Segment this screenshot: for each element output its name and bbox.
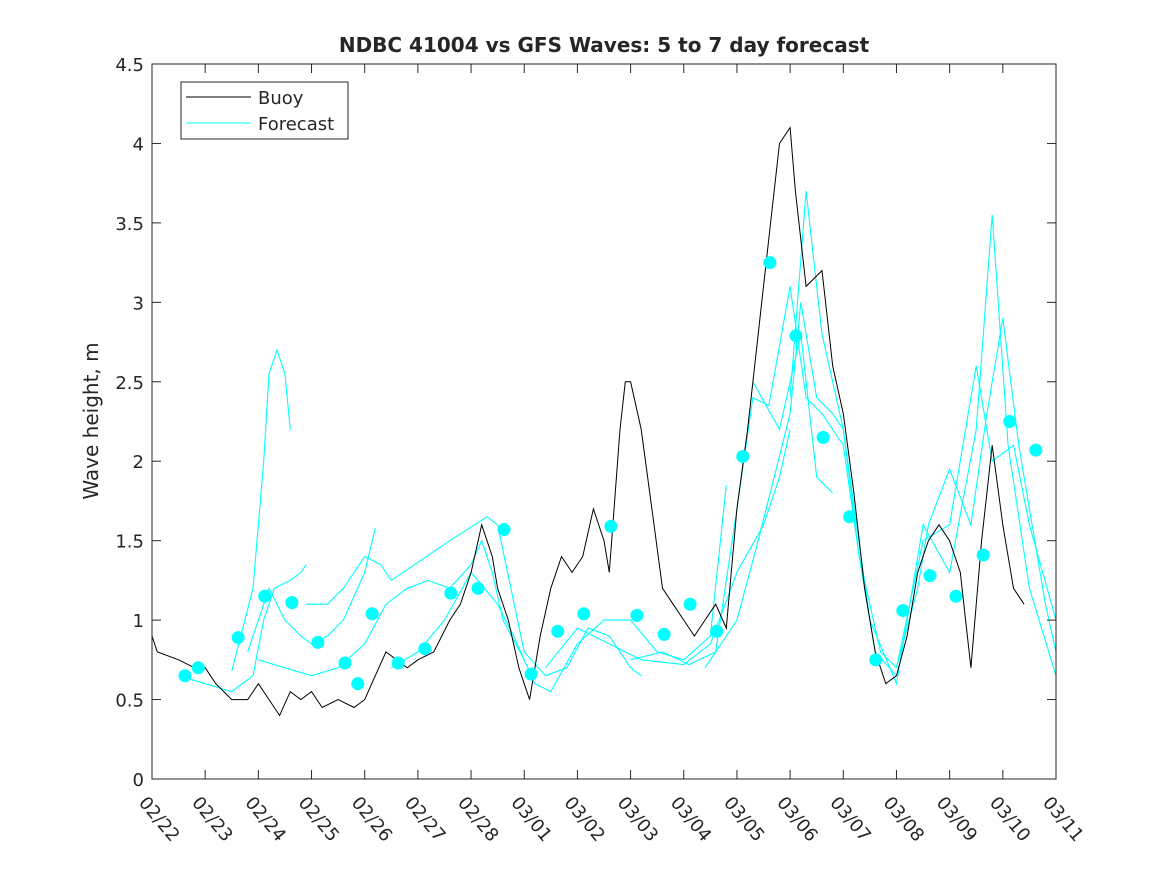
forecast-point xyxy=(418,642,432,656)
forecast-point xyxy=(191,661,205,675)
x-tick-label: 03/07 xyxy=(825,793,874,846)
y-tick-label: 0.5 xyxy=(115,691,144,712)
forecast-point xyxy=(311,635,325,649)
x-tick-label: 02/27 xyxy=(400,793,449,846)
forecast-point xyxy=(338,656,352,670)
forecast-run-line xyxy=(247,527,376,653)
y-tick-label: 2 xyxy=(133,452,144,473)
forecast-point xyxy=(710,624,724,638)
forecast-run-line xyxy=(545,429,791,669)
forecast-run-line xyxy=(178,564,307,693)
legend-box xyxy=(180,81,349,140)
forecast-point xyxy=(736,449,750,463)
forecast-point xyxy=(577,607,591,621)
x-tick-label: 03/01 xyxy=(506,793,555,846)
x-tick-label: 03/02 xyxy=(560,793,609,846)
chart-title: NDBC 41004 vs GFS Waves: 5 to 7 day fore… xyxy=(339,33,870,57)
forecast-point xyxy=(471,581,485,595)
legend-buoy-label: Buoy xyxy=(258,88,304,109)
forecast-point xyxy=(683,597,697,611)
legend-forecast-label: Forecast xyxy=(258,114,334,135)
forecast-point xyxy=(789,329,803,343)
y-tick-label: 2.5 xyxy=(115,373,144,394)
y-tick-label: 3.5 xyxy=(115,214,144,235)
forecast-point xyxy=(1029,443,1043,457)
x-tick-label: 03/08 xyxy=(879,793,928,846)
x-tick-label: 02/24 xyxy=(241,793,290,846)
forecast-point xyxy=(285,596,299,610)
y-tick-label: 3 xyxy=(133,293,144,314)
forecast-point xyxy=(630,608,644,622)
x-tick-label: 02/22 xyxy=(134,793,183,846)
forecast-point xyxy=(816,430,830,444)
forecast-point xyxy=(258,589,272,603)
forecast-point xyxy=(231,631,245,645)
y-tick-label: 4 xyxy=(133,134,144,155)
forecast-point xyxy=(949,589,963,603)
forecast-run-line xyxy=(789,191,1057,686)
y-axis-label: Wave height, m xyxy=(79,342,103,499)
forecast-point xyxy=(444,586,458,600)
x-tick-label: 02/23 xyxy=(187,793,236,846)
y-tick-label: 0 xyxy=(133,770,144,791)
x-tick-label: 03/03 xyxy=(613,793,662,846)
forecast-point xyxy=(551,624,565,638)
buoy-line xyxy=(151,126,1025,717)
forecast-point xyxy=(976,548,990,562)
forecast-point xyxy=(178,669,192,683)
forecast-run-line xyxy=(895,365,1057,668)
forecast-point xyxy=(391,656,405,670)
forecast-point xyxy=(869,653,883,667)
y-tick-label: 1 xyxy=(133,611,144,632)
forecast-point xyxy=(843,510,857,524)
x-tick-label: 03/09 xyxy=(932,793,981,846)
x-tick-label: 03/06 xyxy=(772,793,821,846)
forecast-point xyxy=(896,604,910,618)
forecast-run-line xyxy=(704,302,1057,669)
x-tick-label: 03/05 xyxy=(719,793,768,846)
x-tick-label: 03/10 xyxy=(985,793,1034,846)
forecast-point xyxy=(524,667,538,681)
forecast-run-line xyxy=(258,539,525,677)
forecast-point xyxy=(923,569,937,583)
forecast-point xyxy=(657,627,671,641)
forecast-run-line xyxy=(231,348,291,672)
forecast-run-line xyxy=(306,516,642,677)
forecast-point xyxy=(1003,415,1017,428)
forecast-point xyxy=(604,519,618,533)
x-tick-label: 02/26 xyxy=(347,793,396,846)
x-tick-label: 03/04 xyxy=(666,793,715,846)
forecast-point xyxy=(763,256,777,270)
x-tick-label: 02/25 xyxy=(294,793,343,846)
y-tick-label: 1.5 xyxy=(115,532,144,553)
legend: Buoy Forecast xyxy=(180,81,349,140)
x-tick-label: 03/11 xyxy=(1038,793,1087,846)
y-tick-label: 4.5 xyxy=(115,55,144,76)
forecast-point xyxy=(351,677,365,691)
forecast-run-line xyxy=(630,286,897,677)
x-tick-label: 02/28 xyxy=(453,793,502,846)
plot-frame xyxy=(151,63,1057,780)
forecast-point xyxy=(497,523,511,537)
forecast-run-line xyxy=(391,485,727,693)
forecast-point xyxy=(365,607,379,621)
